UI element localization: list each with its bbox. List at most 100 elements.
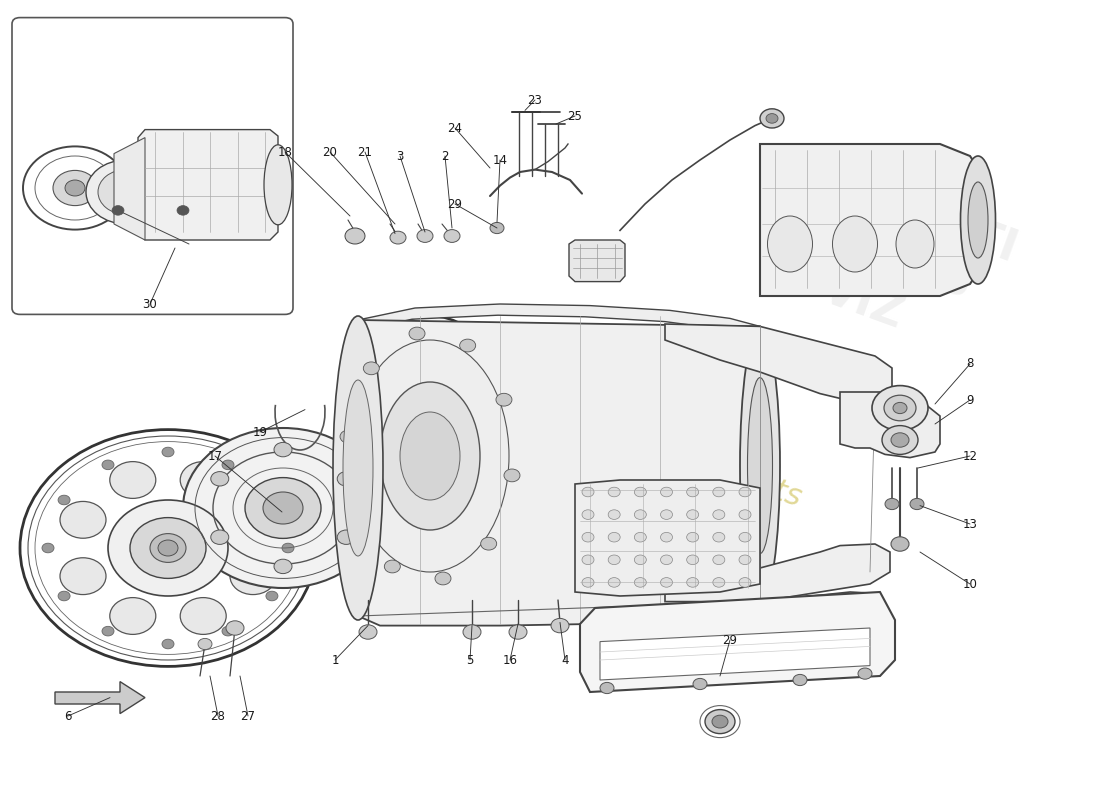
Ellipse shape [896, 220, 934, 268]
Circle shape [158, 540, 178, 556]
Circle shape [274, 442, 292, 457]
Text: 5: 5 [466, 654, 474, 666]
Circle shape [226, 621, 244, 635]
Circle shape [211, 471, 229, 486]
Polygon shape [580, 592, 895, 692]
Circle shape [713, 510, 725, 519]
Circle shape [460, 339, 475, 352]
Circle shape [608, 533, 620, 542]
Circle shape [660, 578, 672, 587]
Text: 8: 8 [966, 358, 974, 370]
Circle shape [635, 533, 647, 542]
Circle shape [635, 578, 647, 587]
Circle shape [686, 510, 698, 519]
Circle shape [891, 537, 909, 551]
Circle shape [444, 230, 460, 242]
Circle shape [712, 715, 728, 728]
Circle shape [162, 639, 174, 649]
Circle shape [882, 426, 918, 454]
Circle shape [338, 472, 355, 486]
Polygon shape [114, 138, 145, 240]
Ellipse shape [336, 316, 525, 596]
Circle shape [686, 555, 698, 565]
Circle shape [58, 591, 70, 601]
Circle shape [490, 222, 504, 234]
Polygon shape [600, 628, 870, 680]
Ellipse shape [351, 340, 509, 572]
Circle shape [463, 625, 481, 639]
Text: 21: 21 [358, 146, 373, 158]
Ellipse shape [379, 382, 480, 530]
Polygon shape [138, 130, 278, 240]
Text: 4: 4 [561, 654, 569, 666]
Ellipse shape [968, 182, 988, 258]
Text: 25: 25 [568, 110, 582, 122]
Text: 10: 10 [962, 578, 978, 590]
Circle shape [417, 230, 433, 242]
Circle shape [434, 572, 451, 585]
Circle shape [608, 555, 620, 565]
Circle shape [766, 114, 778, 123]
Text: 20: 20 [322, 146, 338, 158]
Text: 6: 6 [64, 710, 72, 722]
Ellipse shape [264, 145, 292, 225]
Circle shape [177, 206, 189, 215]
Circle shape [112, 206, 124, 215]
Circle shape [858, 668, 872, 679]
Circle shape [660, 555, 672, 565]
Circle shape [660, 487, 672, 497]
Circle shape [65, 180, 85, 196]
Text: 9: 9 [966, 394, 974, 406]
Circle shape [600, 682, 614, 694]
Circle shape [409, 327, 425, 340]
Circle shape [130, 518, 206, 578]
Circle shape [390, 231, 406, 244]
Circle shape [713, 555, 725, 565]
Circle shape [42, 543, 54, 553]
Circle shape [739, 555, 751, 565]
Circle shape [713, 533, 725, 542]
Text: 1: 1 [331, 654, 339, 666]
Polygon shape [358, 320, 760, 626]
Polygon shape [575, 480, 760, 596]
Circle shape [60, 558, 106, 594]
Text: 23: 23 [528, 94, 542, 106]
Circle shape [230, 558, 276, 594]
Circle shape [274, 506, 290, 518]
Circle shape [705, 710, 735, 734]
Circle shape [183, 428, 383, 588]
Circle shape [608, 578, 620, 587]
Text: 17: 17 [208, 450, 222, 462]
Circle shape [384, 560, 400, 573]
Text: 29: 29 [448, 198, 462, 210]
Ellipse shape [960, 156, 996, 284]
Circle shape [58, 495, 70, 505]
Ellipse shape [768, 216, 813, 272]
Circle shape [496, 394, 512, 406]
Polygon shape [55, 682, 145, 714]
Circle shape [180, 598, 227, 634]
Polygon shape [569, 240, 625, 282]
Circle shape [509, 625, 527, 639]
Circle shape [108, 500, 228, 596]
Circle shape [53, 170, 97, 206]
Ellipse shape [748, 378, 772, 554]
Circle shape [338, 530, 355, 545]
Circle shape [110, 598, 156, 634]
Circle shape [60, 502, 106, 538]
Circle shape [739, 578, 751, 587]
Circle shape [635, 487, 647, 497]
Circle shape [686, 533, 698, 542]
Circle shape [211, 530, 229, 544]
Polygon shape [600, 592, 880, 632]
Circle shape [686, 578, 698, 587]
Text: 12: 12 [962, 450, 978, 462]
Circle shape [551, 618, 569, 633]
Circle shape [266, 591, 278, 601]
Text: 19: 19 [253, 426, 267, 438]
Circle shape [162, 447, 174, 457]
Text: 14: 14 [493, 154, 507, 166]
Text: 2: 2 [441, 150, 449, 162]
Polygon shape [666, 544, 890, 602]
Text: 27: 27 [241, 710, 255, 722]
